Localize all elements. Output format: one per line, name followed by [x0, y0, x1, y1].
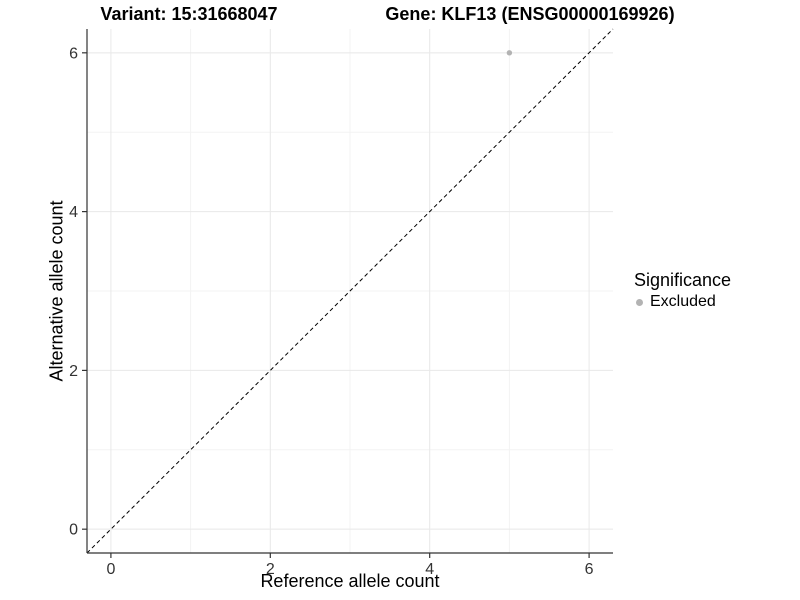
y-tick-label: 2: [69, 363, 78, 380]
legend-title: Significance: [634, 270, 732, 290]
x-tick-label: 2: [266, 561, 275, 578]
identity-dashed-line: [86, 28, 614, 554]
legend-entry-label: Excluded: [650, 293, 716, 310]
x-tick-label: 6: [585, 561, 594, 578]
y-axis-title: Alternative allele count: [46, 200, 67, 382]
x-tick-label: 4: [425, 561, 434, 578]
plot-title-gene: Gene: KLF13 (ENSG00000169926): [385, 4, 675, 24]
x-tick-label: 0: [106, 561, 115, 578]
legend-key-dot-icon: [636, 298, 643, 306]
x-axis-title: Reference allele count: [260, 571, 440, 591]
plot-title-variant: Variant: 15:31668047: [100, 4, 278, 24]
y-tick-label: 4: [69, 204, 78, 221]
legend: Significance Excluded: [632, 270, 731, 311]
data-point: [506, 50, 513, 56]
legend-entry-excluded: Excluded: [632, 293, 731, 311]
y-tick-label: 0: [69, 522, 78, 539]
y-tick-label: 6: [69, 45, 78, 62]
